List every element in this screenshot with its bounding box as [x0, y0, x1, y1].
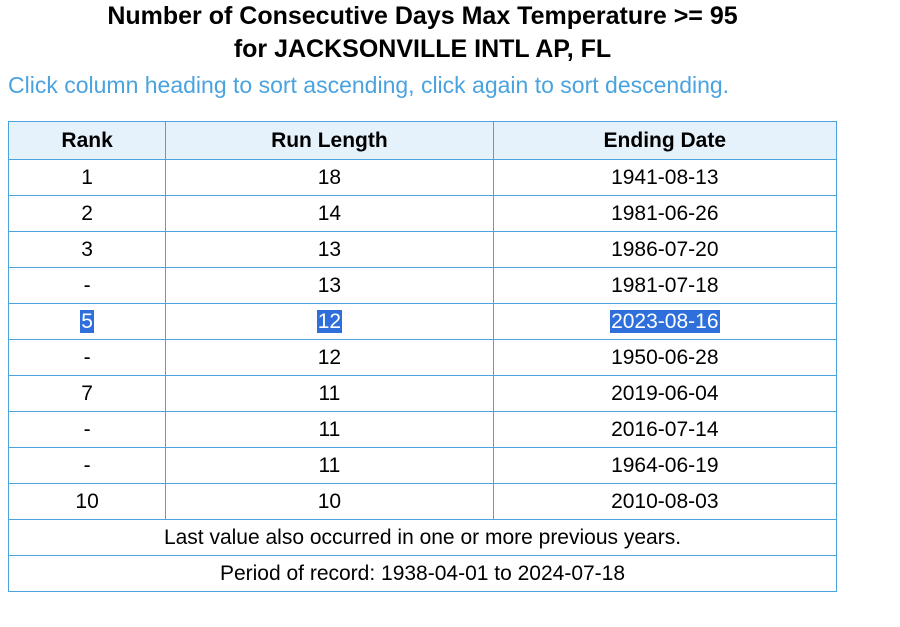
- rank-cell-value: 5: [80, 310, 94, 333]
- sort-instructions: Click column heading to sort ascending, …: [8, 72, 730, 98]
- run-length-cell: 10: [165, 483, 494, 520]
- rank-cell-value: -: [83, 274, 91, 297]
- header-row: Rank Run Length Ending Date: [7, 121, 838, 160]
- table-row: 10 10 2010-08-03: [7, 483, 838, 520]
- ending-date-cell: 2016-07-14: [492, 411, 838, 448]
- ending-date-cell-value: 2010-08-03: [611, 490, 719, 513]
- rank-cell: 1: [7, 159, 167, 196]
- run-length-cell: 13: [165, 231, 494, 268]
- ending-date-cell-value: 2023-08-16: [610, 310, 720, 333]
- rank-cell-value: 2: [81, 202, 93, 225]
- rank-cell-value: -: [83, 418, 91, 441]
- rank-cell-value: -: [83, 454, 91, 477]
- ending-date-cell-value: 1950-06-28: [611, 346, 719, 369]
- ending-date-cell: 1981-07-18: [492, 267, 838, 304]
- ending-date-cell-value: 1986-07-20: [611, 238, 719, 261]
- ending-date-cell-value: 1964-06-19: [611, 454, 719, 477]
- rank-cell-value: 10: [75, 490, 99, 513]
- rank-cell-value: 3: [81, 238, 93, 261]
- rank-cell: -: [7, 339, 167, 376]
- rank-cell: -: [7, 411, 167, 448]
- run-length-cell-value: 11: [318, 382, 341, 405]
- period-of-record: Period of record: 1938-04-01 to 2024-07-…: [8, 555, 837, 592]
- page-title: Number of Consecutive Days Max Temperatu…: [0, 0, 845, 66]
- run-length-cell-value: 13: [317, 274, 342, 297]
- ending-date-cell: 1941-08-13: [492, 159, 838, 196]
- run-length-cell: 12: [165, 303, 494, 340]
- run-length-cell: 13: [165, 267, 494, 304]
- table-row: - 11 2016-07-14: [7, 411, 838, 448]
- rank-cell-value: -: [83, 346, 91, 369]
- table-row: 2 14 1981-06-26: [7, 195, 838, 232]
- run-length-cell: 11: [165, 375, 494, 412]
- run-length-cell: 11: [165, 411, 494, 448]
- run-length-cell-value: 12: [317, 346, 342, 369]
- table-row: 5 12 2023-08-16: [7, 303, 838, 340]
- run-length-cell: 18: [165, 159, 494, 196]
- ending-date-cell-value: 1941-08-13: [611, 166, 719, 189]
- run-length-cell-value: 11: [318, 454, 341, 477]
- table-row: 7 11 2019-06-04: [7, 375, 838, 412]
- column-header-rank[interactable]: Rank: [7, 121, 167, 160]
- footnote-text: Last value also occurred in one or more …: [8, 519, 837, 556]
- ending-date-cell-value: 2016-07-14: [611, 418, 719, 441]
- run-length-cell-value: 10: [317, 490, 342, 513]
- ending-date-cell-value: 1981-06-26: [611, 202, 719, 225]
- column-header-ending-date[interactable]: Ending Date: [492, 121, 838, 160]
- table-body: 1 18 1941-08-13 2 14 1981-06-26 3 13 1986-07-20 -…: [7, 159, 838, 520]
- run-length-cell: 14: [165, 195, 494, 232]
- consecutive-days-table: Rank Run Length Ending Date 1 18 1941-08-1…: [7, 121, 838, 592]
- ending-date-cell: 1986-07-20: [492, 231, 838, 268]
- title-line-2: for JACKSONVILLE INTL AP, FL: [233, 35, 612, 63]
- ending-date-cell: 2010-08-03: [492, 483, 838, 520]
- ending-date-cell: 1964-06-19: [492, 447, 838, 484]
- column-header-run-length[interactable]: Run Length: [165, 121, 494, 160]
- ending-date-cell: 2023-08-16: [492, 303, 838, 340]
- run-length-cell-value: 13: [317, 238, 342, 261]
- rank-cell: 5: [7, 303, 167, 340]
- run-length-cell: 12: [165, 339, 494, 376]
- run-length-cell-value: 14: [317, 202, 342, 225]
- ending-date-cell: 1950-06-28: [492, 339, 838, 376]
- table-row: - 13 1981-07-18: [7, 267, 838, 304]
- footnote-row: Last value also occurred in one or more …: [8, 519, 837, 556]
- run-length-cell: 11: [165, 447, 494, 484]
- table-row: - 12 1950-06-28: [7, 339, 838, 376]
- table-row: - 11 1964-06-19: [7, 447, 838, 484]
- period-row: Period of record: 1938-04-01 to 2024-07-…: [8, 555, 837, 592]
- ending-date-cell: 2019-06-04: [492, 375, 838, 412]
- run-length-cell-value: 18: [317, 166, 342, 189]
- table-row: 1 18 1941-08-13: [7, 159, 838, 196]
- rank-cell: 2: [7, 195, 167, 232]
- rank-cell: 10: [7, 483, 167, 520]
- ending-date-cell: 1981-06-26: [492, 195, 838, 232]
- ending-date-cell-value: 1981-07-18: [611, 274, 719, 297]
- rank-cell: -: [7, 447, 167, 484]
- rank-cell-value: 1: [81, 166, 93, 189]
- rank-cell: 3: [7, 231, 167, 268]
- ending-date-cell-value: 2019-06-04: [611, 382, 719, 405]
- rank-cell-value: 7: [81, 382, 93, 405]
- rank-cell: -: [7, 267, 167, 304]
- run-length-cell-value: 11: [318, 418, 341, 441]
- rank-cell: 7: [7, 375, 167, 412]
- title-line-1: Number of Consecutive Days Max Temperatu…: [107, 2, 738, 30]
- table-row: 3 13 1986-07-20: [7, 231, 838, 268]
- run-length-cell-value: 12: [316, 310, 343, 333]
